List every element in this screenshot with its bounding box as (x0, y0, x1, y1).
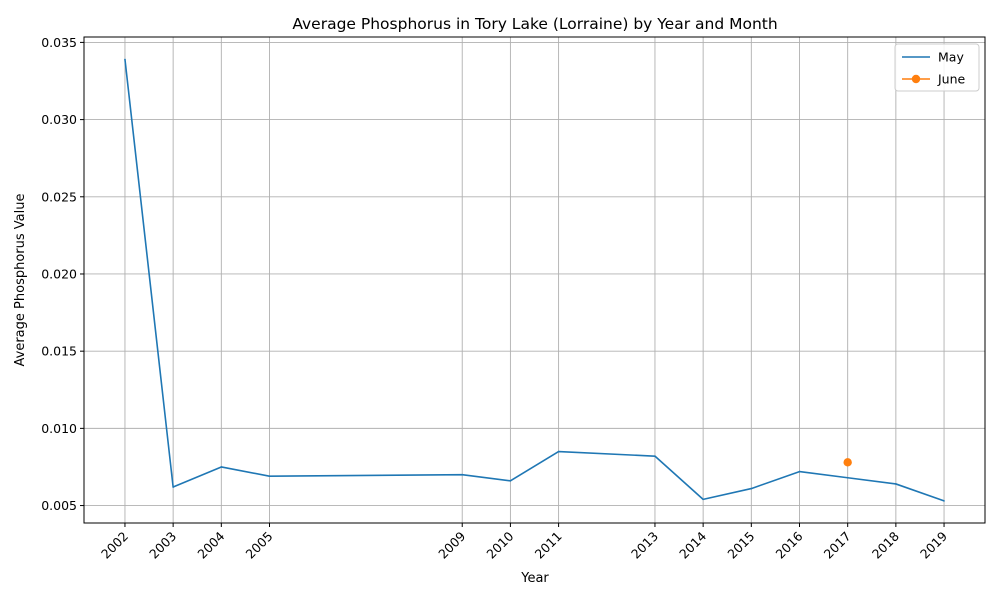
data-point-may (124, 58, 126, 61)
y-tick-label: 0.015 (41, 344, 77, 359)
legend-marker-june (911, 74, 921, 84)
legend-label-may: May (938, 50, 964, 65)
data-point-june (843, 458, 852, 467)
data-point-may (268, 475, 271, 478)
data-point-may (509, 480, 512, 482)
chart-title: Average Phosphorus in Tory Lake (Lorrain… (292, 15, 777, 33)
y-tick-label: 0.005 (41, 498, 77, 513)
data-point-may (702, 498, 704, 501)
y-axis-label: Average Phosphorus Value (13, 194, 28, 367)
y-axis: 0.005 0.010 0.015 0.020 0.025 0.030 0.035 (41, 35, 84, 513)
series-line-may (124, 59, 945, 502)
y-tick-label: 0.035 (41, 35, 77, 50)
plot-frame (83, 36, 986, 524)
y-tick-label: 0.025 (41, 189, 77, 204)
legend-label-june: June (937, 72, 966, 87)
y-tick-label: 0.020 (41, 266, 77, 281)
data-point-may (461, 473, 464, 476)
data-point-may (557, 450, 560, 453)
data-point-may (943, 500, 945, 502)
data-point-may (220, 466, 223, 468)
data-point-may (846, 476, 849, 479)
data-point-may (172, 486, 174, 488)
data-point-may (798, 470, 801, 473)
series-layer (124, 58, 945, 502)
legend: May June (894, 43, 980, 92)
data-point-may (895, 483, 897, 485)
y-tick-label: 0.010 (41, 421, 77, 436)
grid (84, 37, 985, 523)
y-tick-label: 0.030 (41, 112, 77, 127)
legend-box (894, 43, 980, 92)
data-point-may (654, 455, 656, 457)
x-axis-label: Year (520, 571, 549, 586)
data-point-may (750, 487, 753, 490)
